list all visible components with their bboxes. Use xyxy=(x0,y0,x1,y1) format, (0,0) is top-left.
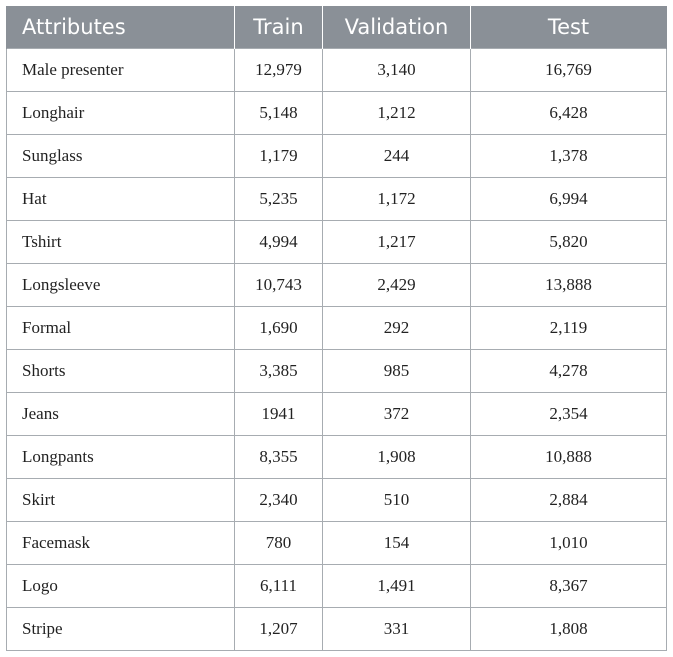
cell-train: 1,207 xyxy=(234,607,323,651)
cell-validation: 510 xyxy=(322,478,471,522)
header-train: Train xyxy=(234,6,323,49)
table-row: Sunglass 1,179 244 1,378 xyxy=(6,134,667,178)
table-row: Male presenter 12,979 3,140 16,769 xyxy=(6,48,667,92)
cell-train: 8,355 xyxy=(234,435,323,479)
cell-train: 10,743 xyxy=(234,263,323,307)
table-row: Hat 5,235 1,172 6,994 xyxy=(6,177,667,221)
cell-test: 1,378 xyxy=(470,134,667,178)
cell-attribute: Stripe xyxy=(6,607,235,651)
cell-validation: 1,212 xyxy=(322,91,471,135)
cell-attribute: Shorts xyxy=(6,349,235,393)
cell-train: 1941 xyxy=(234,392,323,436)
cell-test: 8,367 xyxy=(470,564,667,608)
cell-attribute: Jeans xyxy=(6,392,235,436)
cell-attribute: Sunglass xyxy=(6,134,235,178)
cell-validation: 3,140 xyxy=(322,48,471,92)
table-row: Skirt 2,340 510 2,884 xyxy=(6,478,667,522)
cell-attribute: Longpants xyxy=(6,435,235,479)
cell-validation: 292 xyxy=(322,306,471,350)
cell-validation: 1,217 xyxy=(322,220,471,264)
cell-attribute: Hat xyxy=(6,177,235,221)
table-row: Facemask 780 154 1,010 xyxy=(6,521,667,565)
cell-attribute: Formal xyxy=(6,306,235,350)
cell-train: 5,148 xyxy=(234,91,323,135)
cell-test: 2,354 xyxy=(470,392,667,436)
cell-validation: 154 xyxy=(322,521,471,565)
cell-validation: 985 xyxy=(322,349,471,393)
cell-validation: 372 xyxy=(322,392,471,436)
table-row: Longsleeve 10,743 2,429 13,888 xyxy=(6,263,667,307)
cell-train: 5,235 xyxy=(234,177,323,221)
cell-attribute: Facemask xyxy=(6,521,235,565)
cell-train: 1,690 xyxy=(234,306,323,350)
cell-train: 3,385 xyxy=(234,349,323,393)
cell-test: 6,428 xyxy=(470,91,667,135)
table-row: Longpants 8,355 1,908 10,888 xyxy=(6,435,667,479)
cell-test: 10,888 xyxy=(470,435,667,479)
cell-train: 4,994 xyxy=(234,220,323,264)
table-row: Longhair 5,148 1,212 6,428 xyxy=(6,91,667,135)
table-row: Tshirt 4,994 1,217 5,820 xyxy=(6,220,667,264)
cell-attribute: Longhair xyxy=(6,91,235,135)
header-validation: Validation xyxy=(322,6,471,49)
cell-validation: 1,908 xyxy=(322,435,471,479)
cell-validation: 244 xyxy=(322,134,471,178)
table-row: Shorts 3,385 985 4,278 xyxy=(6,349,667,393)
cell-attribute: Male presenter xyxy=(6,48,235,92)
cell-validation: 2,429 xyxy=(322,263,471,307)
cell-test: 4,278 xyxy=(470,349,667,393)
cell-test: 2,884 xyxy=(470,478,667,522)
cell-test: 2,119 xyxy=(470,306,667,350)
table-row: Logo 6,111 1,491 8,367 xyxy=(6,564,667,608)
cell-train: 12,979 xyxy=(234,48,323,92)
header-test: Test xyxy=(470,6,667,49)
cell-test: 16,769 xyxy=(470,48,667,92)
cell-test: 1,010 xyxy=(470,521,667,565)
cell-attribute: Skirt xyxy=(6,478,235,522)
cell-attribute: Tshirt xyxy=(6,220,235,264)
table-row: Stripe 1,207 331 1,808 xyxy=(6,607,667,651)
cell-train: 1,179 xyxy=(234,134,323,178)
table-row: Formal 1,690 292 2,119 xyxy=(6,306,667,350)
cell-validation: 331 xyxy=(322,607,471,651)
cell-validation: 1,172 xyxy=(322,177,471,221)
cell-test: 1,808 xyxy=(470,607,667,651)
cell-test: 13,888 xyxy=(470,263,667,307)
cell-train: 2,340 xyxy=(234,478,323,522)
cell-attribute: Longsleeve xyxy=(6,263,235,307)
cell-train: 780 xyxy=(234,521,323,565)
header-row: Attributes Train Validation Test xyxy=(6,6,667,49)
cell-train: 6,111 xyxy=(234,564,323,608)
cell-test: 5,820 xyxy=(470,220,667,264)
table-row: Jeans 1941 372 2,354 xyxy=(6,392,667,436)
cell-attribute: Logo xyxy=(6,564,235,608)
header-attributes: Attributes xyxy=(6,6,235,49)
table-body: Male presenter 12,979 3,140 16,769 Longhair 5… xyxy=(6,48,667,651)
cell-test: 6,994 xyxy=(470,177,667,221)
cell-validation: 1,491 xyxy=(322,564,471,608)
attributes-table: Attributes Train Validation Test Male pr… xyxy=(6,6,667,651)
